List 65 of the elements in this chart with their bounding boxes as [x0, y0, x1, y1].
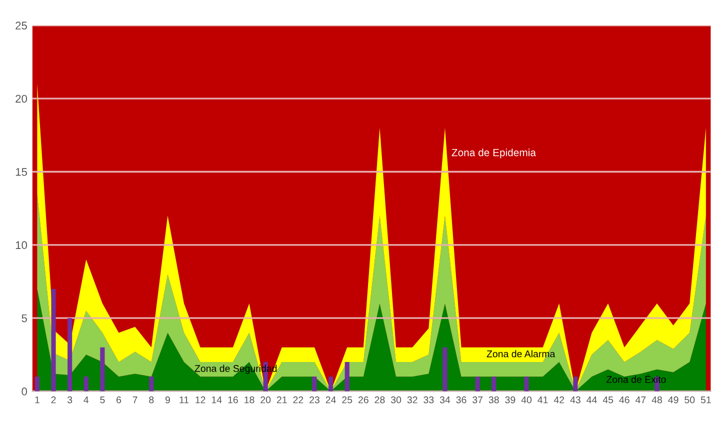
bar	[328, 376, 334, 392]
x-tick-label: 44	[586, 396, 597, 404]
x-tick-label: 38	[488, 396, 499, 404]
x-tick-label: 16	[228, 396, 238, 404]
x-tick-label: 9	[165, 396, 170, 404]
bar	[51, 288, 56, 392]
bar	[573, 376, 578, 392]
y-tick-label: 25	[16, 22, 27, 30]
bar	[442, 347, 448, 392]
x-tick-label: 25	[342, 396, 352, 404]
x-tick-label: 1	[35, 396, 40, 404]
bar	[312, 376, 317, 392]
x-tick-label: 3	[67, 396, 72, 404]
x-tick-label: 21	[276, 396, 287, 404]
x-tick-label: 8	[149, 396, 154, 404]
x-tick-label: 41	[538, 396, 548, 404]
bar	[68, 318, 72, 392]
x-tick-label: 33	[424, 396, 434, 404]
x-tick-label: 5	[100, 396, 105, 404]
bar	[149, 376, 154, 392]
bar	[100, 347, 105, 392]
band-label: Zona de Epidemia	[452, 148, 536, 158]
x-tick-label: 7	[132, 396, 138, 404]
x-tick-label: 2	[51, 396, 56, 404]
y-tick-label: 0	[22, 388, 28, 396]
x-tick-label: 11	[180, 396, 189, 404]
bar	[524, 376, 529, 392]
y-tick-label: 20	[16, 94, 28, 103]
x-tick-label: 40	[521, 396, 532, 404]
x-tick-label: 14	[212, 396, 222, 404]
x-tick-label: 37	[472, 396, 482, 404]
x-tick-label: 18	[244, 396, 254, 404]
x-tick-label: 4	[84, 396, 89, 404]
x-tick-label: 43	[570, 396, 580, 404]
bar	[492, 376, 496, 392]
x-tick-label: 46	[619, 396, 630, 404]
annotation: Zona de Alarma	[486, 350, 556, 358]
x-tick-label: 28	[374, 396, 385, 404]
x-tick-label: 20	[260, 396, 271, 404]
y-tick-label: 5	[22, 314, 27, 322]
x-tick-label: 36	[456, 396, 466, 404]
x-tick-label: 26	[358, 396, 368, 404]
x-tick-label: 47	[636, 396, 646, 404]
y-tick-label: 15	[16, 168, 27, 176]
x-tick-label: 34	[440, 396, 450, 404]
x-tick-label: 32	[407, 396, 418, 404]
bar	[344, 362, 350, 392]
x-tick-label: 6	[116, 396, 122, 404]
x-tick-label: 39	[505, 396, 516, 404]
x-tick-label: 22	[293, 396, 304, 404]
annotation: Zona de Seguridad	[194, 364, 277, 374]
x-tick-label: 50	[684, 396, 695, 404]
bar	[34, 376, 40, 392]
bar	[84, 376, 88, 392]
x-tick-label: 30	[390, 396, 402, 404]
x-tick-label: 49	[668, 396, 678, 404]
x-tick-label: 23	[310, 396, 320, 404]
x-tick-label: 48	[652, 396, 662, 404]
x-tick-label: 51	[700, 396, 711, 404]
x-tick-label: 12	[196, 396, 206, 404]
bar	[475, 376, 480, 392]
x-tick-label: 24	[326, 396, 336, 404]
y-tick-label: 10	[16, 241, 28, 250]
x-tick-label: 45	[602, 396, 614, 404]
x-tick-label: 42	[554, 396, 564, 404]
